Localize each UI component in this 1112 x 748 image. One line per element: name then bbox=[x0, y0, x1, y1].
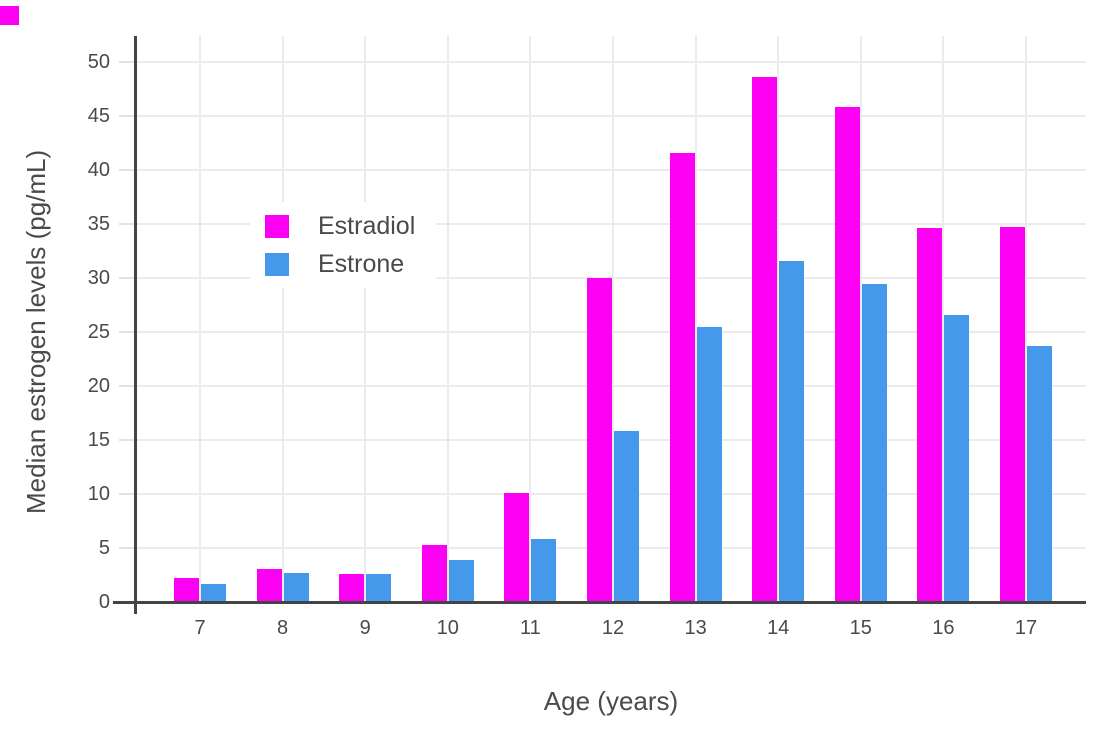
x-gridline-16 bbox=[942, 36, 945, 602]
y-tick-40 bbox=[119, 169, 134, 171]
x-tick-label-11: 11 bbox=[520, 617, 541, 639]
y-tick-label-35: 35 bbox=[87, 213, 110, 235]
x-tick-label-16: 16 bbox=[932, 617, 955, 639]
x-axis-title: Age (years) bbox=[543, 686, 679, 716]
x-gridline-11 bbox=[529, 36, 532, 602]
x-tick-label-14: 14 bbox=[767, 617, 790, 639]
y-gridline-40 bbox=[137, 169, 1086, 171]
y-tick-5 bbox=[119, 547, 134, 549]
bar-estrone-age-7[interactable] bbox=[201, 584, 226, 602]
x-tick-label-7: 7 bbox=[194, 617, 206, 639]
y-tick-50 bbox=[119, 61, 134, 63]
bar-estradiol-age-14[interactable] bbox=[752, 77, 778, 602]
bar-estrone-age-9[interactable] bbox=[366, 574, 392, 602]
bar-estradiol-age-7[interactable] bbox=[174, 578, 199, 602]
y-tick-20 bbox=[119, 385, 134, 387]
bar-estradiol-age-17[interactable] bbox=[1000, 227, 1025, 602]
legend-label-estradiol: Estradiol bbox=[318, 212, 416, 240]
legend-swatch-estradiol bbox=[265, 215, 289, 238]
x-tick-label-8: 8 bbox=[277, 617, 289, 639]
y-tick-35 bbox=[119, 223, 134, 225]
bar-estrone-age-15[interactable] bbox=[861, 284, 887, 602]
x-gridline-7 bbox=[199, 36, 201, 602]
y-tick-25 bbox=[119, 331, 134, 333]
x-gridline-9 bbox=[364, 36, 367, 602]
x-gridline-14 bbox=[777, 36, 780, 602]
bar-estrone-age-8[interactable] bbox=[283, 573, 309, 602]
x-tick-label-17: 17 bbox=[1014, 617, 1038, 639]
y-gridline-50 bbox=[137, 61, 1086, 63]
y-tick-label-5: 5 bbox=[98, 537, 110, 559]
bar-estrone-age-14[interactable] bbox=[779, 261, 805, 602]
x-gridline-10 bbox=[446, 36, 449, 602]
legend: Estradiol Estrone bbox=[250, 202, 436, 288]
bar-estrone-age-16[interactable] bbox=[944, 315, 970, 602]
x-tick-label-13: 13 bbox=[684, 617, 707, 639]
legend-label-estrone: Estrone bbox=[318, 250, 405, 278]
y-tick-label-30: 30 bbox=[87, 267, 110, 289]
legend-item-estradiol[interactable]: Estradiol bbox=[265, 212, 416, 240]
y-tick-label-15: 15 bbox=[87, 429, 110, 451]
y-tick-label-50: 50 bbox=[87, 51, 110, 73]
y-tick-30 bbox=[119, 277, 134, 279]
y-tick-label-25: 25 bbox=[87, 321, 110, 343]
y-tick-label-0: 0 bbox=[98, 591, 110, 613]
y-tick-label-40: 40 bbox=[87, 159, 110, 181]
legend-swatch-estrone bbox=[265, 253, 289, 276]
x-tick-label-9: 9 bbox=[359, 617, 371, 639]
y-tick-label-20: 20 bbox=[87, 375, 110, 397]
bar-estrone-age-11[interactable] bbox=[531, 539, 557, 602]
x-gridline-13 bbox=[694, 36, 697, 602]
bar-estradiol-age-12[interactable] bbox=[587, 278, 612, 602]
bar-estradiol-age-10[interactable] bbox=[421, 545, 447, 602]
x-gridline-15 bbox=[859, 36, 862, 602]
y-tick-label-10: 10 bbox=[87, 483, 110, 505]
bar-estradiol-age-8[interactable] bbox=[256, 569, 282, 602]
x-gridline-12 bbox=[612, 36, 614, 602]
x-gridline-8 bbox=[281, 36, 284, 602]
x-axis-line bbox=[113, 601, 1086, 604]
bar-estrone-age-13[interactable] bbox=[696, 327, 722, 602]
x-tick-label-12: 12 bbox=[601, 617, 625, 639]
y-tick-10 bbox=[119, 493, 134, 495]
bar-estradiol-age-9[interactable] bbox=[339, 574, 365, 602]
y-tick-15 bbox=[119, 439, 134, 441]
legend-item-estrone[interactable]: Estrone bbox=[265, 250, 405, 278]
bar-estrone-age-17[interactable] bbox=[1027, 346, 1052, 602]
bar-estradiol-age-13[interactable] bbox=[669, 153, 695, 602]
corner-marker bbox=[0, 6, 19, 25]
y-gridline-45 bbox=[137, 115, 1086, 117]
y-tick-label-45: 45 bbox=[87, 105, 110, 127]
x-tick-label-15: 15 bbox=[849, 617, 872, 639]
y-gridline-35 bbox=[137, 223, 1086, 225]
bar-estrone-age-12[interactable] bbox=[614, 431, 639, 602]
x-tick-label-10: 10 bbox=[436, 617, 459, 639]
bar-estradiol-age-11[interactable] bbox=[504, 493, 530, 602]
bar-estrone-age-10[interactable] bbox=[448, 560, 474, 602]
bar-estradiol-age-16[interactable] bbox=[917, 228, 943, 602]
x-gridline-17 bbox=[1025, 36, 1027, 602]
y-axis-line bbox=[134, 36, 137, 614]
bar-estradiol-age-15[interactable] bbox=[834, 107, 860, 602]
y-tick-45 bbox=[119, 115, 134, 117]
